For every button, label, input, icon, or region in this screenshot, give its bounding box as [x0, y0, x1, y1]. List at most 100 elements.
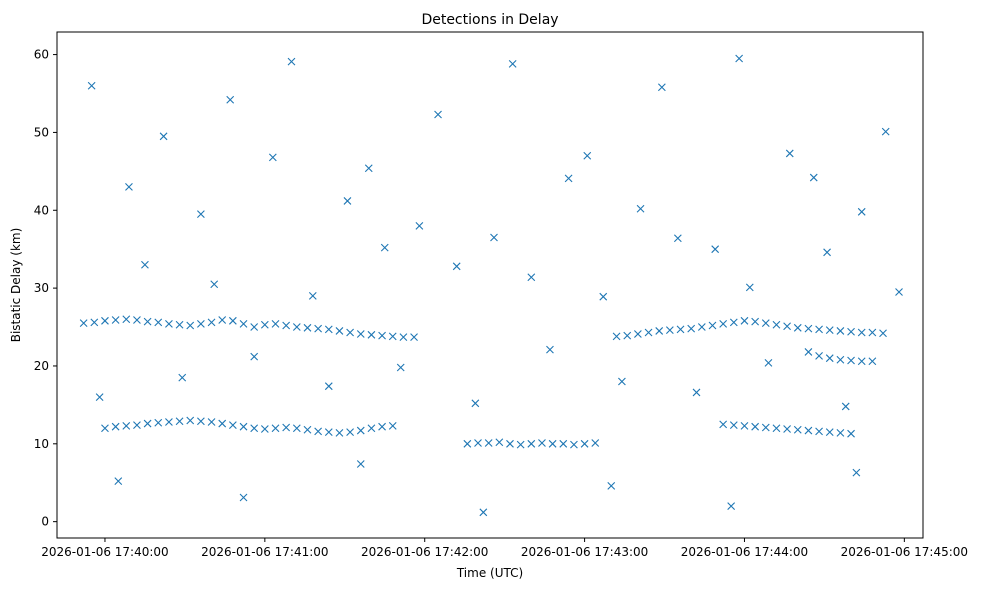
- data-point: [484, 439, 493, 447]
- data-point: [868, 357, 877, 366]
- data-point: [101, 424, 109, 433]
- y-tick-label: 60: [34, 48, 49, 62]
- data-point: [399, 333, 408, 342]
- data-point: [852, 468, 861, 477]
- data-point: [143, 419, 152, 428]
- data-point: [623, 331, 632, 340]
- data-point: [282, 423, 291, 432]
- data-point: [793, 425, 802, 434]
- data-point: [841, 402, 850, 411]
- data-point: [260, 320, 269, 329]
- data-point: [125, 183, 133, 191]
- data-point: [479, 508, 488, 517]
- data-point: [239, 320, 248, 328]
- data-point: [335, 429, 344, 437]
- data-point: [804, 426, 813, 435]
- data-point: [527, 273, 536, 282]
- data-point: [471, 399, 480, 408]
- data-point: [823, 248, 831, 257]
- data-point: [314, 427, 323, 436]
- data-point: [815, 351, 823, 360]
- data-point: [506, 439, 514, 448]
- data-point: [740, 316, 749, 325]
- data-point: [548, 439, 557, 448]
- data-point: [452, 262, 461, 271]
- data-point: [815, 325, 823, 334]
- data-point: [564, 174, 573, 183]
- data-point: [415, 221, 424, 230]
- data-point: [239, 493, 248, 502]
- x-tick-label: 2026-01-06 17:42:00: [361, 545, 488, 559]
- data-point: [282, 321, 291, 330]
- data-point: [356, 330, 365, 338]
- data-point: [719, 320, 728, 328]
- data-point: [857, 207, 866, 216]
- data-point: [538, 439, 546, 447]
- data-point: [314, 324, 323, 333]
- data-point: [95, 393, 104, 401]
- data-point: [324, 428, 333, 437]
- data-point: [292, 424, 301, 433]
- data-point: [197, 417, 205, 426]
- data-point: [367, 330, 376, 339]
- data-point: [268, 153, 277, 162]
- data-point: [260, 425, 269, 433]
- data-point: [388, 332, 397, 341]
- data-point: [847, 356, 855, 365]
- y-tick-label: 0: [41, 515, 49, 529]
- data-point: [271, 424, 280, 433]
- data-point: [210, 280, 219, 289]
- y-tick-label: 30: [34, 281, 49, 295]
- data-point: [772, 424, 781, 433]
- data-point: [343, 197, 352, 205]
- data-point: [90, 318, 99, 327]
- data-point: [665, 326, 674, 335]
- data-point: [324, 382, 333, 391]
- data-point: [727, 502, 736, 510]
- data-point: [218, 316, 227, 324]
- data-point: [527, 439, 536, 448]
- data-point: [133, 316, 141, 324]
- y-axis-ticks: 0 10 20 30 40 50 60: [34, 48, 57, 529]
- data-point: [804, 324, 813, 333]
- data-point: [308, 292, 317, 300]
- data-point: [633, 330, 642, 338]
- data-point: [165, 320, 173, 328]
- data-point: [380, 243, 389, 252]
- data-point: [495, 438, 504, 447]
- data-point: [79, 319, 88, 328]
- data-point: [356, 460, 365, 468]
- data-point: [197, 320, 205, 328]
- x-tick-label: 2026-01-06 17:40:00: [41, 545, 168, 559]
- data-point: [847, 327, 855, 336]
- data-marks: [79, 54, 903, 517]
- data-point: [740, 422, 749, 430]
- chart-title: Detections in Delay: [421, 12, 558, 28]
- data-point: [729, 421, 738, 430]
- data-point: [287, 57, 296, 66]
- data-point: [761, 319, 770, 328]
- data-point: [228, 421, 237, 430]
- data-point: [612, 332, 621, 341]
- data-point: [346, 428, 354, 437]
- x-axis-ticks: 2026-01-06 17:40:00 2026-01-06 17:41:00 20…: [41, 538, 968, 559]
- data-point: [772, 320, 781, 329]
- data-point: [836, 429, 845, 437]
- data-point: [745, 283, 754, 292]
- data-point: [378, 422, 386, 431]
- data-point: [122, 422, 131, 430]
- data-point: [785, 149, 794, 158]
- data-point: [303, 323, 312, 332]
- data-point: [175, 417, 184, 426]
- data-point: [410, 333, 418, 342]
- x-tick-label: 2026-01-06 17:45:00: [841, 545, 968, 559]
- data-point: [825, 326, 834, 335]
- data-point: [708, 321, 717, 330]
- data-point: [186, 416, 195, 425]
- data-point: [143, 317, 152, 326]
- data-point: [508, 60, 517, 68]
- data-point: [857, 328, 866, 337]
- data-point: [159, 132, 168, 141]
- data-point: [583, 151, 592, 160]
